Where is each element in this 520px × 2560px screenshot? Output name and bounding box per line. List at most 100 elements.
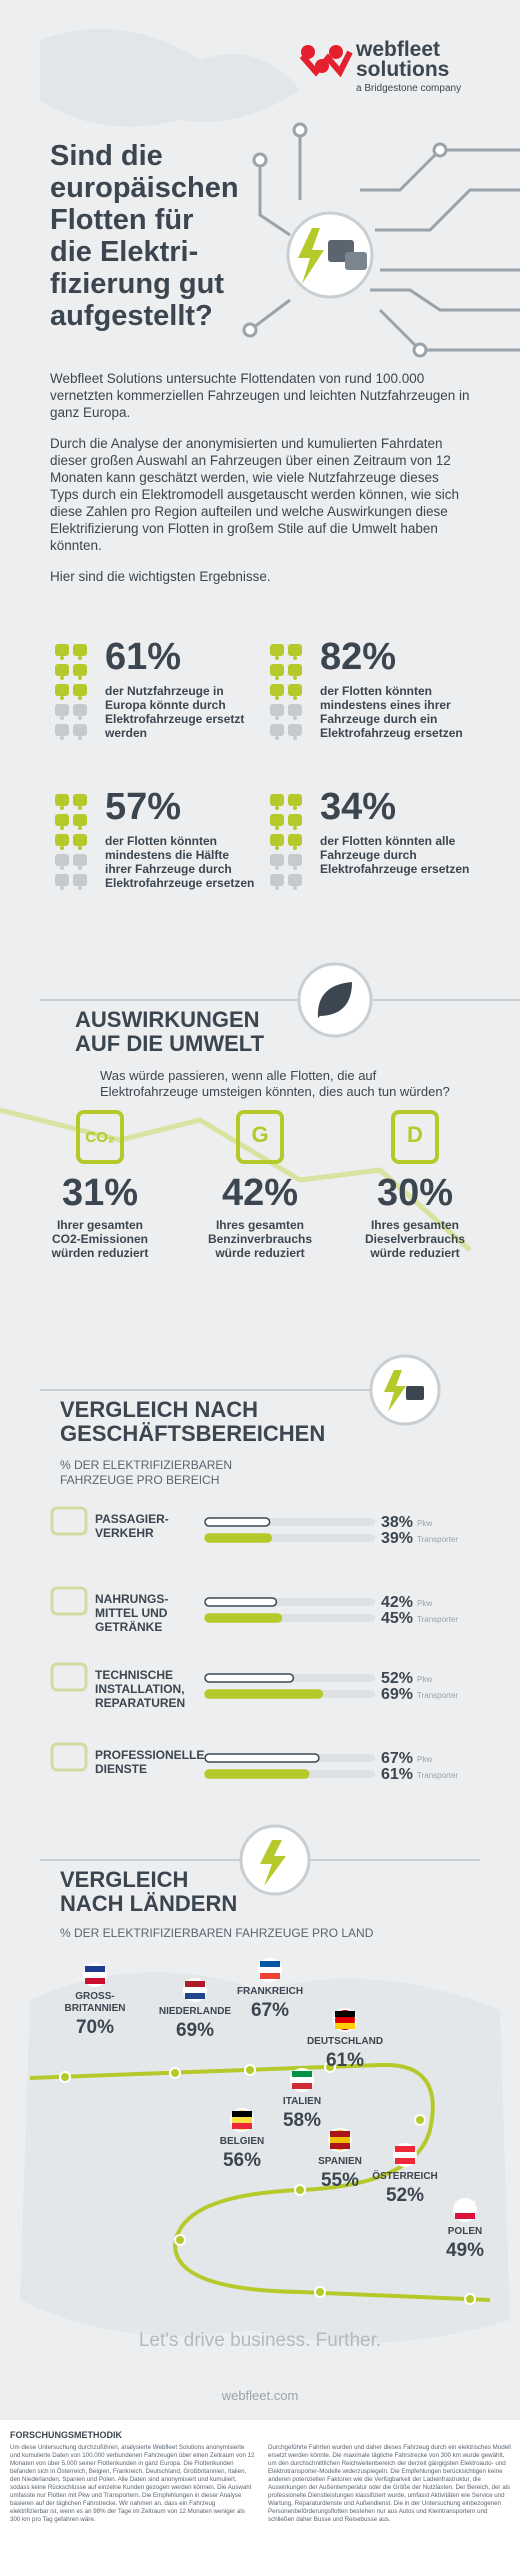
vehicle-icon [73, 794, 87, 806]
vehicle-wheel [275, 806, 279, 810]
vehicle-icon [288, 854, 302, 866]
vehicle-icon [288, 874, 302, 886]
vehicle-wheel [78, 696, 82, 700]
sector-name: TECHNISCHE INSTALLATION, REPARATUREN [95, 1668, 186, 1710]
flag-stripe [330, 2143, 350, 2149]
intro-paragraph: Hier sind die wichtigsten Ergebnisse. [50, 569, 271, 584]
env-value: 30% [376, 1172, 454, 1214]
vehicle-icon [288, 814, 302, 826]
methodology-box [0, 2420, 520, 2560]
route-dot [464, 2293, 476, 2305]
vehicle-icon [270, 684, 284, 696]
vehicle-icon [55, 664, 69, 676]
flag-stripe [85, 1978, 105, 1984]
country-name: POLEN [447, 2226, 483, 2237]
vehicle-wheel [275, 736, 279, 740]
vehicle-wheel [60, 716, 64, 720]
intro-paragraph: Webfleet Solutions untersuchte Flottenda… [50, 371, 470, 420]
vehicle-wheel [78, 676, 82, 680]
bar-label: 39% [381, 1530, 413, 1547]
route-dot [169, 2067, 181, 2079]
vehicle-icon [270, 854, 284, 866]
env-icon-label: G [251, 1122, 268, 1147]
vehicle-wheel [293, 716, 297, 720]
finding-value: 34% [320, 786, 397, 828]
vehicle-icon [270, 814, 284, 826]
vehicle-wheel [78, 846, 82, 850]
bar-type: Pkw [417, 1675, 432, 1684]
truck-icon [345, 252, 367, 270]
section-question: Was würde passieren, wenn alle Flotten, … [100, 1068, 450, 1099]
route-dot [324, 2061, 336, 2073]
brand-tagline: a Bridgestone company [356, 83, 462, 94]
bar-label: 67% [381, 1750, 413, 1767]
flag-stripe [395, 2146, 415, 2152]
brand: webfleet [356, 38, 441, 61]
country-name: GROSS- BRITANNIEN [64, 1991, 126, 2014]
bar [204, 1753, 320, 1763]
logo-mark [299, 45, 353, 78]
vehicle-icon [270, 724, 284, 736]
section-title: VERGLEICH NACH LÄNDERN [60, 1867, 238, 1916]
bar-type: Pkw [417, 1755, 432, 1764]
vehicle-wheel [275, 716, 279, 720]
route-dot [244, 2064, 256, 2076]
finding-text: der Flotten könnten mindestens eines ihr… [320, 684, 463, 740]
country-value: 70% [75, 2017, 115, 2038]
country-value: 49% [445, 2240, 485, 2261]
section-title: AUSWIRKUNGEN AUF DIE UMWELT [75, 1007, 265, 1056]
bar-type: Transporter [417, 1771, 458, 1780]
vehicle-wheel [60, 656, 64, 660]
vehicle-icon [288, 664, 302, 676]
flag-stripe [232, 2111, 252, 2117]
env-icon-label: CO₂ [85, 1129, 114, 1146]
vehicle-icon [55, 874, 69, 886]
env-text: Ihres gesamten Benzinverbrauchs würde re… [207, 1218, 313, 1260]
vehicle-icon [73, 724, 87, 736]
env-icon [391, 1110, 439, 1164]
vehicle-wheel [275, 846, 279, 850]
country-value: 61% [325, 2050, 365, 2071]
vehicle-wheel [60, 826, 64, 830]
vehicle-icon [73, 684, 87, 696]
vehicle-icon [270, 794, 284, 806]
vehicle-wheel [60, 676, 64, 680]
bar [204, 1613, 283, 1623]
flag-stripe [292, 2083, 312, 2089]
route-dot [59, 2071, 71, 2083]
flag-stripe [330, 2131, 350, 2137]
vehicle-icon [270, 644, 284, 656]
section-subtitle: % DER ELEKTRIFIZIERBAREN FAHRZEUGE PRO L… [60, 1926, 374, 1940]
sector-icon [50, 1742, 88, 1772]
vehicle-wheel [78, 716, 82, 720]
flag-stripe [335, 2023, 355, 2029]
vehicle-icon [55, 644, 69, 656]
vehicle-wheel [293, 676, 297, 680]
flag-stripe [455, 2213, 475, 2219]
vehicle-wheel [275, 676, 279, 680]
vehicle-wheel [293, 886, 297, 890]
vehicle-icon [55, 834, 69, 846]
vehicle-icon [73, 834, 87, 846]
country-name: BELGIEN [219, 2136, 265, 2147]
vehicle-icon [288, 724, 302, 736]
vehicle-wheel [60, 886, 64, 890]
sector-icon [50, 1586, 88, 1616]
bar-label: 38% [381, 1514, 413, 1531]
trend-line [0, 1107, 472, 1252]
icon-circle [369, 1354, 441, 1426]
vehicle-wheel [78, 806, 82, 810]
url: webfleet.com [221, 2388, 299, 2403]
vehicle-wheel [293, 866, 297, 870]
vehicle-icon [288, 684, 302, 696]
vehicle-icon [288, 794, 302, 806]
flag-stripe [260, 1973, 280, 1979]
country-value: 56% [222, 2150, 262, 2171]
finding-value: 57% [105, 786, 182, 828]
flag-stripe [335, 2011, 355, 2017]
env-text: Ihres gesamten Dieselverbrauchs würde re… [364, 1218, 466, 1260]
vehicle-wheel [275, 886, 279, 890]
finding-text: der Flotten könnten mindestens die Hälft… [105, 834, 255, 890]
bar-label: 61% [381, 1766, 413, 1783]
